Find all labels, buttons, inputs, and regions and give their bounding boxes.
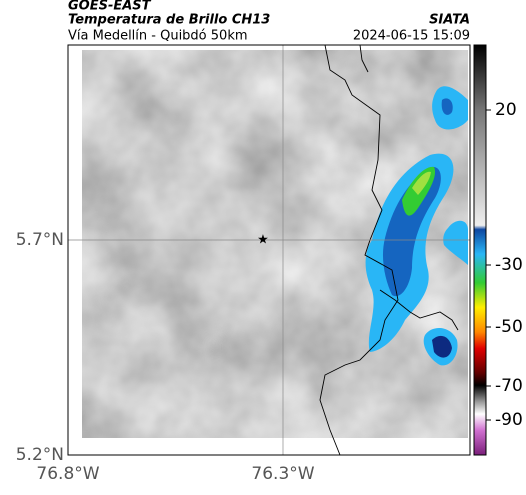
map-frame [67,44,471,456]
graticule-labels: 5.7°N 5.2°N76.8°W 76.3°W [16,230,315,484]
colorbar-ramp [473,44,487,456]
coastline [319,45,459,455]
convective-cells [365,86,468,366]
source: SIATA [429,13,470,28]
lon-label: 76.3°W [251,464,314,484]
header: GOES-EAST Temperatura de Brillo CH13 SIA… [68,0,470,44]
colorbar-tick-label: 20 [495,100,517,120]
lon-label: 76.8°W [36,464,99,484]
colorbar-tick-label: -50 [495,317,523,337]
title: Temperatura de Brillo CH13 [68,13,270,28]
lat-label: 5.7°N [16,230,64,250]
colorbar-tick-label: -90 [495,410,523,430]
colorbar: 20 -30 -50 -70 -90 [473,44,523,456]
colorbar-tick-label: -70 [495,376,523,396]
product: GOES-EAST [68,0,152,14]
timestamp: 2024-06-15 15:09 [353,29,470,44]
colorbar-tick-label: -30 [495,255,523,275]
route: Vía Medellín - Quibdó 50km [68,29,248,44]
lat-label: 5.2°N [16,445,64,465]
location-star: ★ [257,233,269,248]
map: ★ [68,45,470,455]
